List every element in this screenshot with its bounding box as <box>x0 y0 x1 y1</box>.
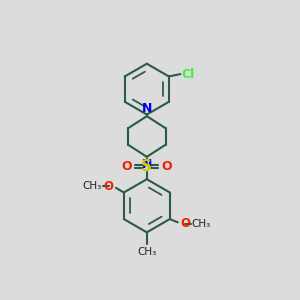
Text: O: O <box>104 179 114 193</box>
Text: S: S <box>141 159 152 174</box>
Text: Cl: Cl <box>182 68 195 81</box>
Text: N: N <box>142 158 152 171</box>
Text: CH₃: CH₃ <box>83 181 102 191</box>
Text: N: N <box>142 102 152 115</box>
Text: O: O <box>180 218 190 230</box>
Text: O: O <box>162 160 172 173</box>
Text: O: O <box>121 160 132 173</box>
Text: CH₃: CH₃ <box>137 247 156 257</box>
Text: CH₃: CH₃ <box>191 219 211 229</box>
